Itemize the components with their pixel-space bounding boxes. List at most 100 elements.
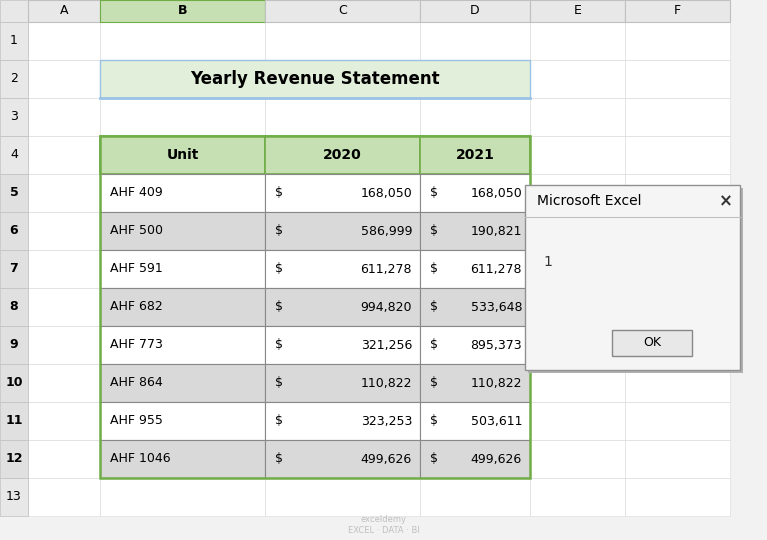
FancyBboxPatch shape bbox=[265, 402, 420, 440]
FancyBboxPatch shape bbox=[265, 250, 420, 288]
FancyBboxPatch shape bbox=[530, 440, 625, 478]
FancyBboxPatch shape bbox=[28, 440, 100, 478]
FancyBboxPatch shape bbox=[625, 174, 730, 212]
FancyBboxPatch shape bbox=[0, 250, 28, 288]
FancyBboxPatch shape bbox=[420, 0, 530, 22]
FancyBboxPatch shape bbox=[0, 402, 28, 440]
FancyBboxPatch shape bbox=[28, 402, 100, 440]
Text: 503,611: 503,611 bbox=[470, 415, 522, 428]
FancyBboxPatch shape bbox=[420, 174, 530, 212]
FancyBboxPatch shape bbox=[420, 478, 530, 516]
FancyBboxPatch shape bbox=[612, 330, 692, 356]
FancyBboxPatch shape bbox=[265, 288, 420, 326]
FancyBboxPatch shape bbox=[625, 98, 730, 136]
FancyBboxPatch shape bbox=[530, 212, 625, 250]
Text: 994,820: 994,820 bbox=[360, 300, 412, 314]
FancyBboxPatch shape bbox=[530, 0, 625, 22]
Text: 1: 1 bbox=[10, 35, 18, 48]
FancyBboxPatch shape bbox=[100, 22, 265, 60]
FancyBboxPatch shape bbox=[100, 326, 265, 364]
FancyBboxPatch shape bbox=[265, 402, 420, 440]
FancyBboxPatch shape bbox=[420, 250, 530, 288]
Text: 323,253: 323,253 bbox=[360, 415, 412, 428]
Text: $: $ bbox=[275, 300, 283, 314]
Text: F: F bbox=[674, 4, 681, 17]
Text: C: C bbox=[338, 4, 347, 17]
Text: 499,626: 499,626 bbox=[360, 453, 412, 465]
FancyBboxPatch shape bbox=[420, 326, 530, 364]
Text: 5: 5 bbox=[10, 186, 18, 199]
FancyBboxPatch shape bbox=[0, 98, 28, 136]
FancyBboxPatch shape bbox=[420, 98, 530, 136]
FancyBboxPatch shape bbox=[100, 174, 265, 212]
FancyBboxPatch shape bbox=[100, 98, 265, 136]
FancyBboxPatch shape bbox=[420, 288, 530, 326]
FancyBboxPatch shape bbox=[625, 250, 730, 288]
Text: exceldemy
EXCEL · DATA · BI: exceldemy EXCEL · DATA · BI bbox=[347, 515, 420, 535]
FancyBboxPatch shape bbox=[0, 440, 28, 478]
Text: OK: OK bbox=[643, 336, 661, 349]
Text: B: B bbox=[178, 4, 187, 17]
FancyBboxPatch shape bbox=[625, 364, 730, 402]
FancyBboxPatch shape bbox=[0, 326, 28, 364]
Text: 110,822: 110,822 bbox=[470, 376, 522, 389]
FancyBboxPatch shape bbox=[625, 288, 730, 326]
Text: $: $ bbox=[275, 376, 283, 389]
Text: AHF 955: AHF 955 bbox=[110, 415, 163, 428]
FancyBboxPatch shape bbox=[265, 364, 420, 402]
FancyBboxPatch shape bbox=[100, 478, 265, 516]
FancyBboxPatch shape bbox=[28, 22, 100, 60]
FancyBboxPatch shape bbox=[530, 478, 625, 516]
FancyBboxPatch shape bbox=[420, 136, 530, 174]
FancyBboxPatch shape bbox=[100, 136, 265, 174]
Text: $: $ bbox=[275, 415, 283, 428]
FancyBboxPatch shape bbox=[28, 174, 100, 212]
FancyBboxPatch shape bbox=[420, 174, 530, 212]
Text: 8: 8 bbox=[10, 300, 18, 314]
FancyBboxPatch shape bbox=[100, 212, 265, 250]
Text: 586,999: 586,999 bbox=[360, 225, 412, 238]
FancyBboxPatch shape bbox=[28, 288, 100, 326]
FancyBboxPatch shape bbox=[530, 402, 625, 440]
Text: Unit: Unit bbox=[166, 148, 199, 162]
Text: 168,050: 168,050 bbox=[360, 186, 412, 199]
FancyBboxPatch shape bbox=[265, 174, 420, 212]
FancyBboxPatch shape bbox=[100, 0, 265, 22]
FancyBboxPatch shape bbox=[265, 440, 420, 478]
FancyBboxPatch shape bbox=[420, 440, 530, 478]
FancyBboxPatch shape bbox=[530, 60, 625, 98]
Text: D: D bbox=[470, 4, 480, 17]
FancyBboxPatch shape bbox=[625, 478, 730, 516]
FancyBboxPatch shape bbox=[625, 136, 730, 174]
Text: 168,050: 168,050 bbox=[470, 186, 522, 199]
Text: 895,373: 895,373 bbox=[470, 339, 522, 352]
FancyBboxPatch shape bbox=[100, 440, 265, 478]
FancyBboxPatch shape bbox=[420, 402, 530, 440]
Text: 10: 10 bbox=[5, 376, 23, 389]
FancyBboxPatch shape bbox=[100, 364, 265, 402]
FancyBboxPatch shape bbox=[420, 60, 530, 98]
FancyBboxPatch shape bbox=[420, 212, 530, 250]
FancyBboxPatch shape bbox=[420, 212, 530, 250]
Text: 4: 4 bbox=[10, 148, 18, 161]
FancyBboxPatch shape bbox=[28, 364, 100, 402]
FancyBboxPatch shape bbox=[528, 188, 743, 373]
Text: $: $ bbox=[275, 186, 283, 199]
FancyBboxPatch shape bbox=[265, 0, 420, 22]
Text: AHF 591: AHF 591 bbox=[110, 262, 163, 275]
Text: 3: 3 bbox=[10, 111, 18, 124]
FancyBboxPatch shape bbox=[265, 174, 420, 212]
Text: $: $ bbox=[430, 262, 438, 275]
Text: AHF 500: AHF 500 bbox=[110, 225, 163, 238]
FancyBboxPatch shape bbox=[28, 136, 100, 174]
FancyBboxPatch shape bbox=[625, 22, 730, 60]
FancyBboxPatch shape bbox=[265, 326, 420, 364]
Text: 2020: 2020 bbox=[323, 148, 362, 162]
FancyBboxPatch shape bbox=[265, 440, 420, 478]
FancyBboxPatch shape bbox=[100, 136, 265, 174]
Text: AHF 773: AHF 773 bbox=[110, 339, 163, 352]
FancyBboxPatch shape bbox=[100, 326, 265, 364]
Text: AHF 1046: AHF 1046 bbox=[110, 453, 170, 465]
FancyBboxPatch shape bbox=[0, 136, 28, 174]
FancyBboxPatch shape bbox=[420, 364, 530, 402]
